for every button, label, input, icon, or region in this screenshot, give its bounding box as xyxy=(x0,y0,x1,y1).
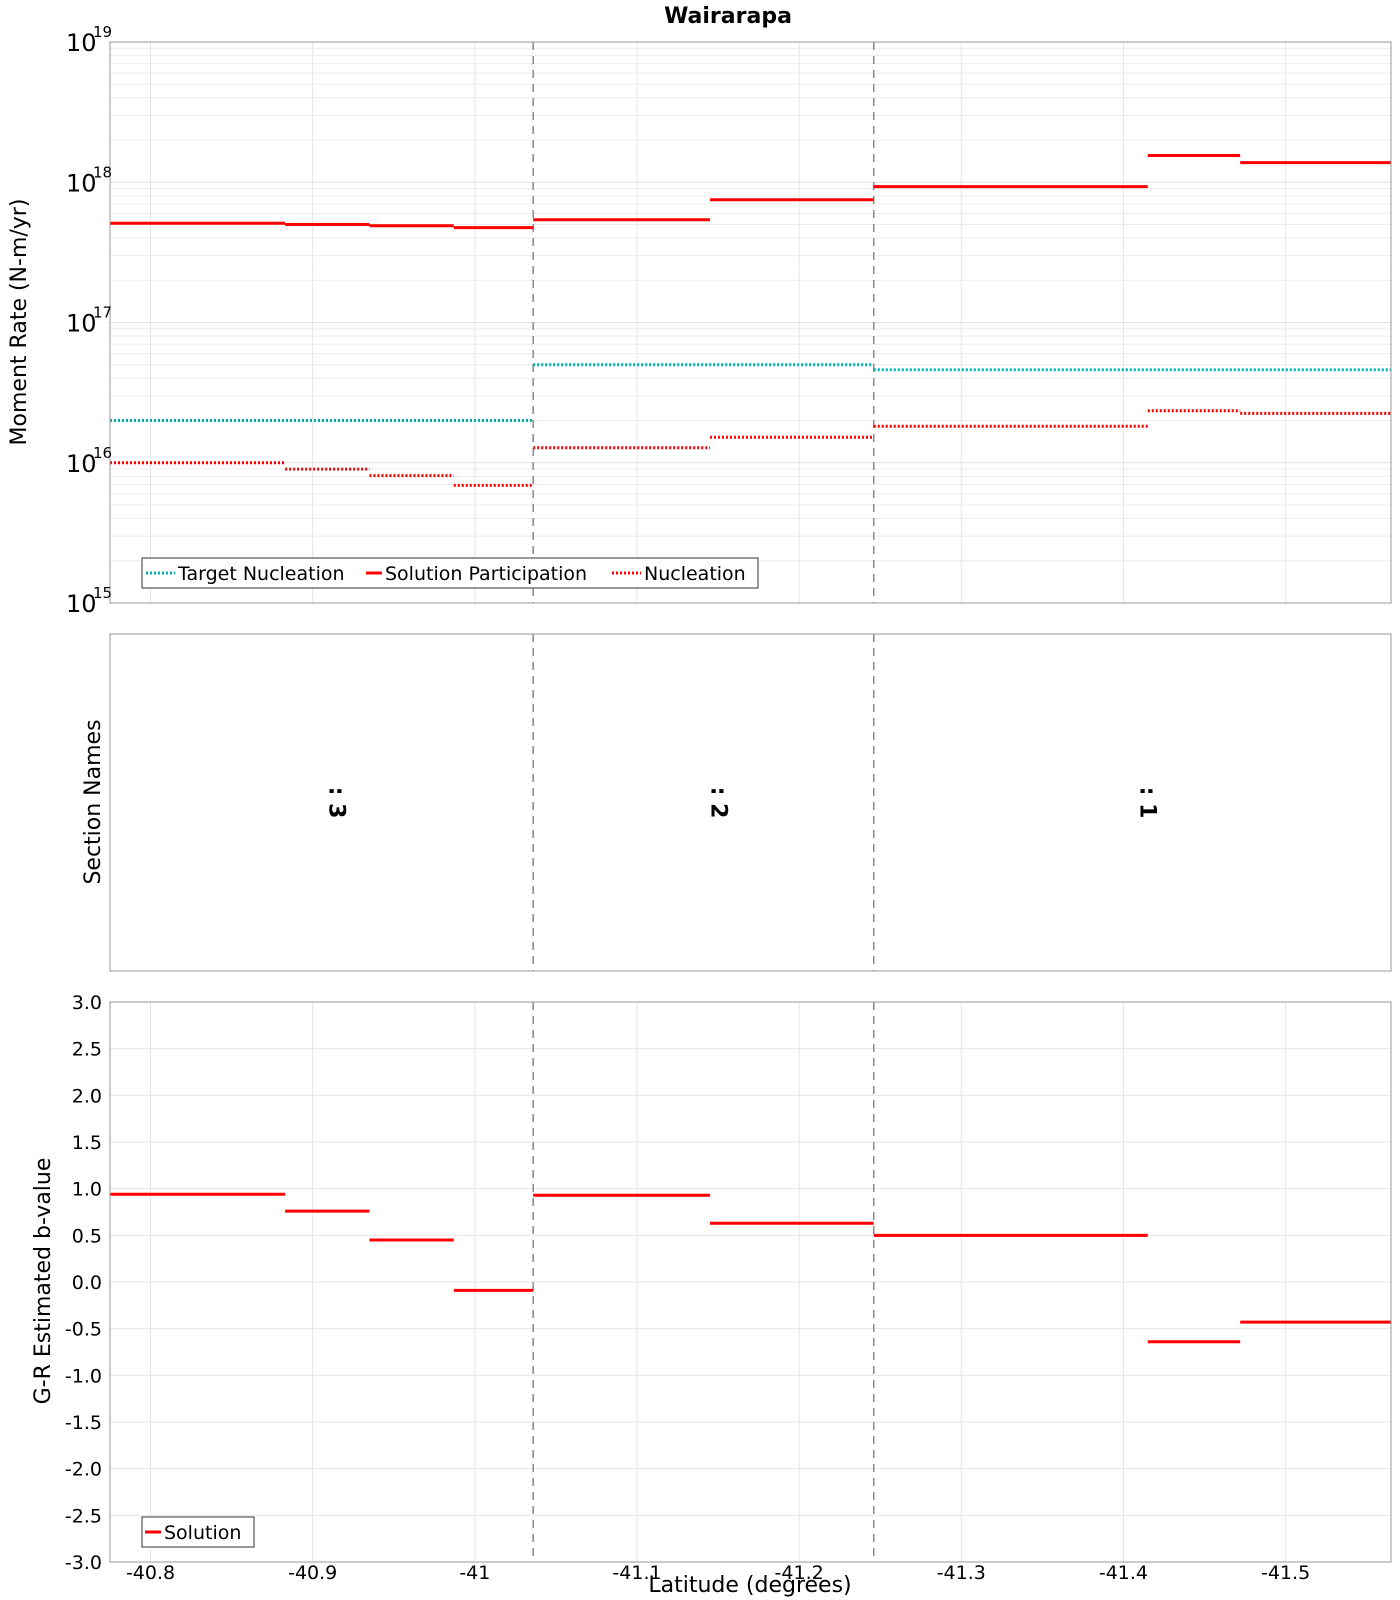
moment-grid xyxy=(110,42,1391,604)
bvalue-plot-frame xyxy=(109,1001,1392,1563)
legend-label-solution: Solution xyxy=(164,1522,241,1544)
bvalue-y-tick-label: 0.0 xyxy=(72,1272,102,1294)
moment-y-tick-exponent: 16 xyxy=(93,444,112,462)
moment-y-tick-exponent: 17 xyxy=(93,304,112,322)
x-tick-label: -41.4 xyxy=(1099,1562,1148,1584)
bvalue-legend: Solution xyxy=(141,1516,255,1548)
x-tick-label: -41.3 xyxy=(937,1562,986,1584)
bvalue-boundaries xyxy=(532,1002,875,1562)
moment-legend: Target Nucleation Solution Participation… xyxy=(141,557,759,589)
section-labels: : 3 : 2 : 1 xyxy=(324,787,1160,819)
bvalue-y-ticks: 3.0 2.5 2.0 1.5 1.0 0.5 0.0 -0.5 -1.0 -1.5 -2.0 -2.… xyxy=(65,992,102,1574)
moment-y-tick-base: 10 xyxy=(66,590,97,618)
legend-label-solution-participation: Solution Participation xyxy=(385,563,587,585)
section-label: : 1 xyxy=(1134,787,1159,819)
x-tick-label: -40.9 xyxy=(288,1562,337,1584)
chart-title: Wairarapa xyxy=(664,4,792,29)
moment-y-tick-exponent: 15 xyxy=(93,584,112,602)
moment-legend-box xyxy=(141,557,759,589)
panel-b-value: 3.0 2.5 2.0 1.5 1.0 0.5 0.0 -0.5 -1.0 -1.5 -2.0 -2.… xyxy=(31,992,1392,1598)
x-tick-label: -40.8 xyxy=(126,1562,175,1584)
x-tick-label: -41.2 xyxy=(775,1562,824,1584)
bvalue-y-tick-label: -1.5 xyxy=(65,1412,102,1434)
bvalue-grid xyxy=(110,1001,1391,1563)
x-ticks: -40.8 -40.9 -41 -41.1 -41.2 -41.3 -41.4 -41.5 xyxy=(126,1562,1310,1584)
bvalue-y-tick-label: 1.5 xyxy=(72,1132,102,1154)
bvalue-series xyxy=(110,1192,1391,1344)
moment-y-tick-base: 10 xyxy=(66,169,97,197)
section-y-axis-label: Section Names xyxy=(81,719,106,884)
panel-section-names: : 3 : 2 : 1 Section Names xyxy=(81,633,1392,972)
legend-label-target-nucleation: Target Nucleation xyxy=(177,563,345,585)
bvalue-y-tick-label: 2.5 xyxy=(72,1039,102,1061)
bvalue-y-tick-label: -2.5 xyxy=(65,1505,102,1527)
x-tick-label: -41.1 xyxy=(612,1562,661,1584)
x-tick-label: -41.5 xyxy=(1261,1562,1310,1584)
moment-y-tick-exponent: 18 xyxy=(93,163,112,181)
moment-y-tick-exponent: 19 xyxy=(93,23,112,41)
moment-boundaries xyxy=(532,42,875,603)
bvalue-y-tick-label: -1.0 xyxy=(65,1365,102,1387)
section-boundaries xyxy=(532,634,875,971)
bvalue-y-tick-label: -0.5 xyxy=(65,1319,102,1341)
bvalue-y-tick-label: 0.5 xyxy=(72,1225,102,1247)
bvalue-y-tick-label: -2.0 xyxy=(65,1459,102,1481)
x-tick-label: -41 xyxy=(459,1562,490,1584)
section-plot-frame xyxy=(109,633,1392,972)
bvalue-y-tick-label: 1.0 xyxy=(72,1179,102,1201)
section-label: : 3 xyxy=(324,787,349,819)
bvalue-y-tick-label: 2.0 xyxy=(72,1085,102,1107)
section-label: : 2 xyxy=(705,787,730,819)
legend-label-nucleation: Nucleation xyxy=(644,563,746,585)
moment-y-tick-base: 10 xyxy=(66,450,97,478)
bvalue-y-tick-label: -3.0 xyxy=(65,1552,102,1574)
moment-y-tick-base: 10 xyxy=(66,29,97,57)
moment-y-axis-label: Moment Rate (N-m/yr) xyxy=(7,199,32,446)
bvalue-y-axis-label: G-R Estimated b-value xyxy=(31,1158,56,1405)
moment-y-tick-base: 10 xyxy=(66,310,97,338)
x-axis-label: Latitude (degrees) xyxy=(648,1573,851,1598)
bvalue-y-tick-label: 3.0 xyxy=(72,992,102,1014)
moment-plot-frame xyxy=(109,41,1392,604)
moment-series xyxy=(110,154,1391,487)
